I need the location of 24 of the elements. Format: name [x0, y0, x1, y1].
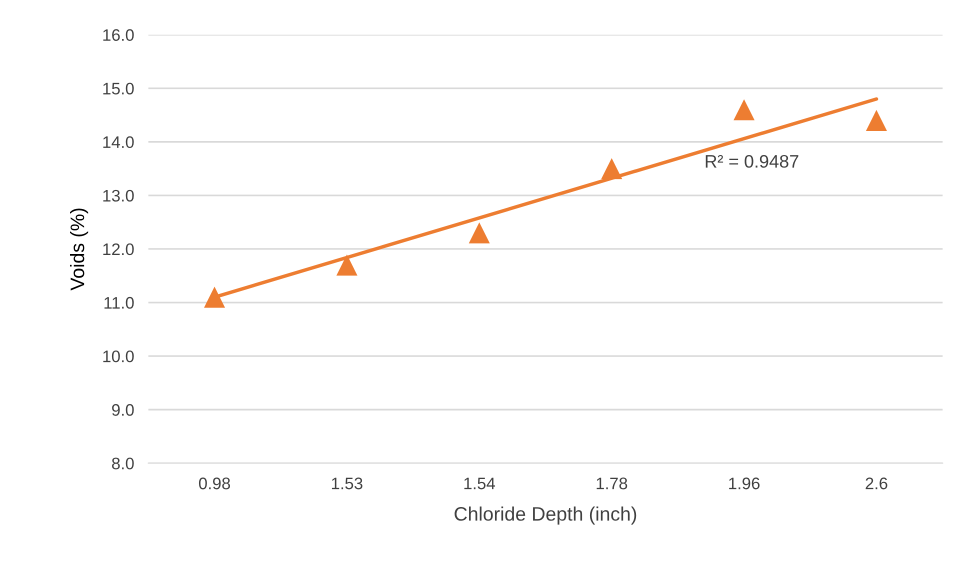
x-axis-title: Chloride Depth (inch): [454, 506, 636, 525]
y-tick-label: 9.0: [112, 404, 134, 416]
y-tick-label: 10.0: [103, 350, 134, 362]
y-tick-label: 14.0: [103, 136, 134, 148]
point: [468, 222, 490, 244]
y-axis-title: Voids (%): [70, 208, 88, 290]
y-tick-label: 16.0: [103, 29, 134, 41]
point: [866, 110, 887, 131]
annotation: R² = 0.9487: [706, 154, 798, 168]
point: [601, 158, 622, 180]
y-tick-label: 13.0: [103, 190, 134, 202]
x-tick-label: 1.96: [729, 478, 760, 490]
x-tick-label: 0.98: [198, 478, 230, 490]
x-tick-label: 1.53: [332, 478, 362, 490]
point: [336, 254, 358, 276]
x-tick-label: 1.78: [596, 478, 628, 490]
point: [204, 286, 226, 308]
y-tick-label: 8.0: [112, 458, 134, 470]
y-tick-label: 15.0: [103, 82, 134, 94]
y-tick-label: 11.0: [104, 296, 134, 309]
point: [734, 99, 755, 120]
y-tick-label: 12.0: [103, 243, 134, 256]
x-tick-label: 2.6: [866, 478, 888, 490]
x-tick-label: 1.54: [464, 478, 496, 490]
